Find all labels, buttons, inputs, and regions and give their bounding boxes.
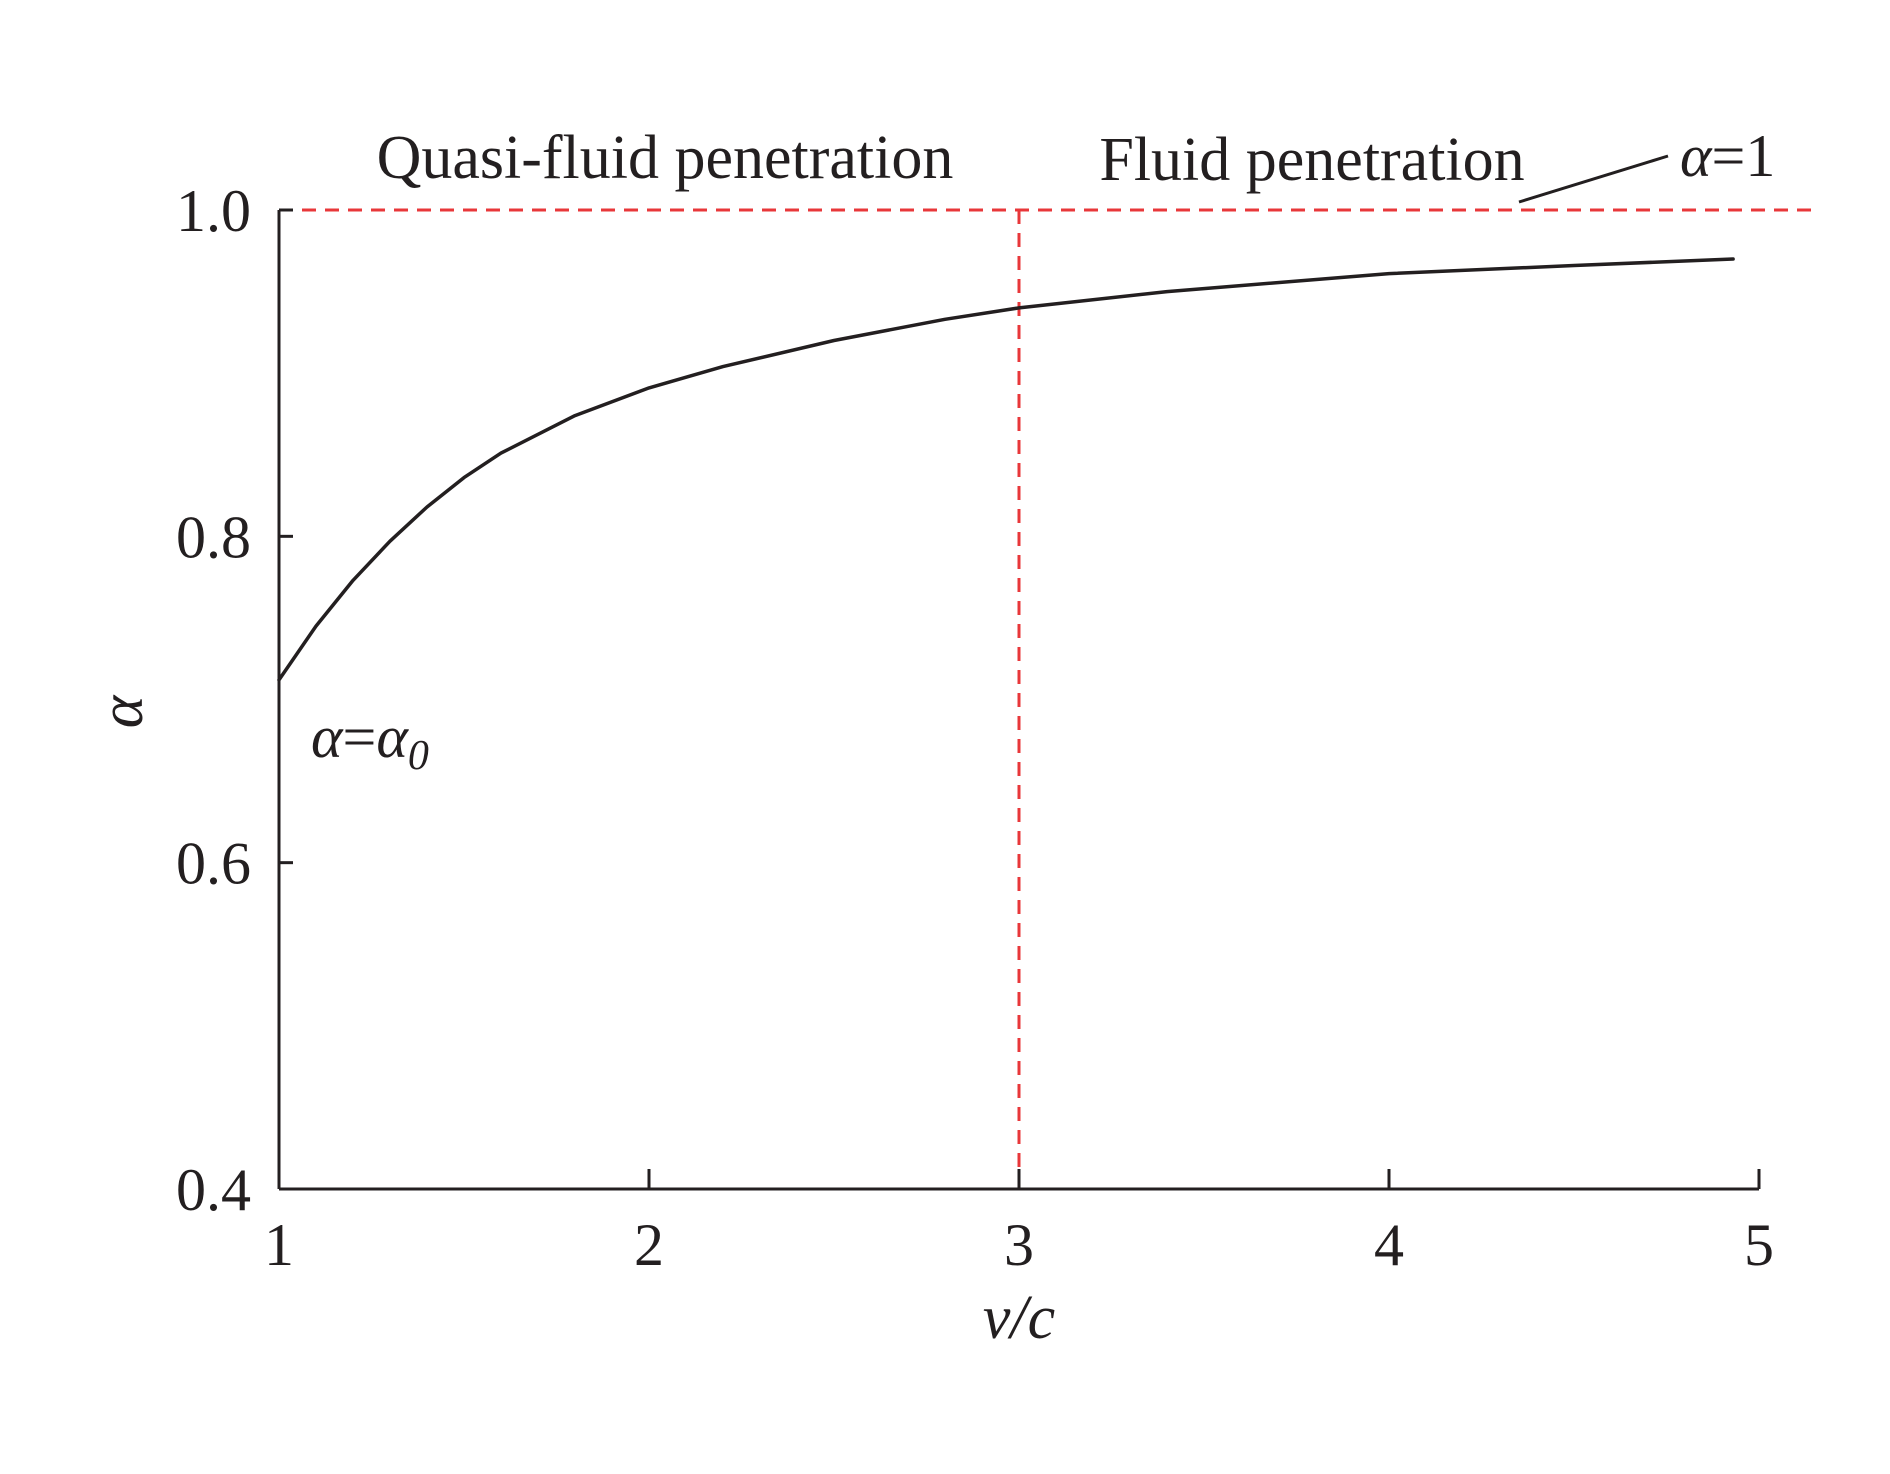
plot-area: [277, 208, 1817, 1189]
annotation-alpha-zero-subscript: 0: [408, 733, 429, 779]
annotation-alpha-zero: α=α0: [311, 704, 429, 779]
annotation-alpha-zero-eq: =: [343, 704, 377, 770]
x-axis-title: v/c: [983, 1284, 1055, 1352]
x-tick-label: 1: [264, 1212, 294, 1278]
x-tick-label: 3: [1004, 1212, 1034, 1278]
annotation-alpha-zero-symbol2: α: [376, 704, 409, 770]
x-tick-label: 2: [634, 1212, 664, 1278]
y-tick-label: 0.6: [176, 831, 251, 897]
annotation-alpha-one-value: =1: [1712, 123, 1776, 189]
series-line-0: [277, 257, 1735, 682]
annotation-alpha-symbol: α: [1680, 123, 1713, 189]
y-tick-label: 1.0: [176, 178, 251, 244]
x-tick-label: 4: [1374, 1212, 1404, 1278]
y-tick-label: 0.4: [176, 1157, 251, 1223]
y-tick-label: 0.8: [176, 504, 251, 570]
y-axis-title: α: [88, 694, 156, 728]
x-ticks: 1 2 3 4 5: [264, 1169, 1774, 1278]
x-tick-label: 5: [1744, 1212, 1774, 1278]
y-ticks: 0.4 0.6 0.8 1.0: [176, 178, 293, 1223]
annotation-alpha-zero-symbol: α: [311, 704, 344, 770]
annotation-alpha-one: α=1: [1680, 123, 1775, 189]
annotation-leader-line: [1518, 154, 1669, 204]
region-label-quasi-fluid: Quasi-fluid penetration: [377, 124, 954, 192]
region-label-fluid: Fluid penetration: [1099, 126, 1524, 194]
